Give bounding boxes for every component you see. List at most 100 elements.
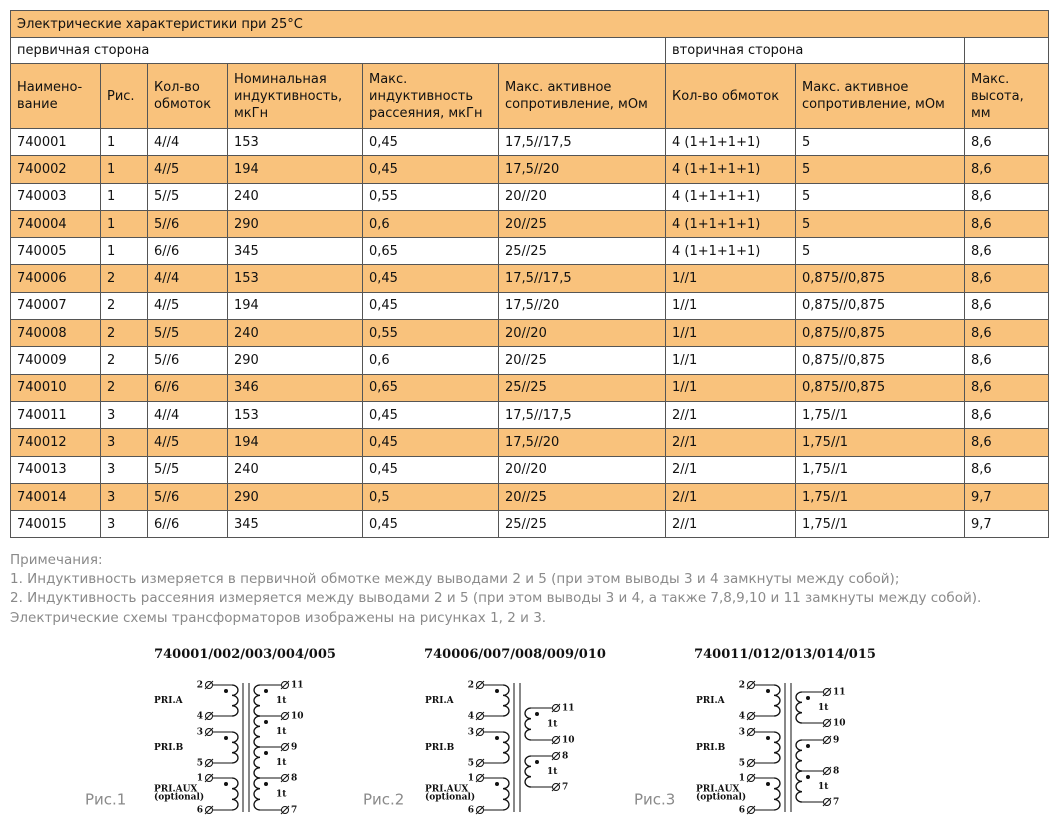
pin-number: 1 <box>739 774 745 784</box>
table-cell: 9,7 <box>964 510 1049 539</box>
table-cell: 345 <box>227 510 363 539</box>
table-cell: 20//25 <box>498 346 666 375</box>
table-cell: 740010 <box>10 373 101 402</box>
table-cell: 5//6 <box>147 482 228 512</box>
pin-slash <box>475 805 485 815</box>
pin-number: 5 <box>739 759 745 769</box>
table-cell: 740006 <box>10 264 101 293</box>
optional-label: (optional) <box>154 792 204 803</box>
header-cell: Макс. активное сопротивление, мОм <box>795 63 965 129</box>
pin-slash <box>204 758 214 768</box>
table-cell: 240 <box>227 182 363 211</box>
table-cell: 1//1 <box>665 319 796 348</box>
dot <box>766 689 770 693</box>
pin <box>281 681 289 689</box>
pin-slash <box>551 782 561 792</box>
pin-number: 8 <box>833 767 839 777</box>
table-cell: 290 <box>227 346 363 375</box>
pin-number: 10 <box>833 719 846 729</box>
pin-slash <box>746 773 756 783</box>
dot <box>766 782 770 786</box>
pin-slash <box>475 711 485 721</box>
table-cell: 8,6 <box>964 428 1049 457</box>
dot <box>495 736 499 740</box>
table-cell: 20//20 <box>498 455 666 484</box>
pin-slash <box>551 735 561 745</box>
pin-number: 11 <box>562 704 575 714</box>
table-cell: 2 <box>100 291 148 321</box>
winding-label: PRI.A <box>696 696 726 706</box>
table-cell: 0,45 <box>362 264 499 293</box>
pin-slash <box>204 711 214 721</box>
table-cell: 153 <box>227 127 363 157</box>
table-cell: 1//1 <box>665 346 796 375</box>
pin-number: 2 <box>468 681 474 691</box>
table-cell: 3 <box>100 455 148 484</box>
dot <box>264 782 268 786</box>
pin <box>476 806 484 814</box>
pin <box>205 728 213 736</box>
spec-table: Электрические характеристики при 25°C пе… <box>10 10 1049 539</box>
table-cell: 2 <box>100 264 148 293</box>
table-cell: 4 (1+1+1+1) <box>665 182 796 211</box>
table-cell: 6//6 <box>147 237 228 266</box>
table-cell: 740002 <box>10 155 101 184</box>
table-row: 740015 3 6//6 345 0,45 25//25 2//1 1,75//1 9,7 <box>10 510 1049 539</box>
table-cell: 5//5 <box>147 319 228 348</box>
table-cell: 17,5//20 <box>498 155 666 184</box>
pin-slash <box>475 773 485 783</box>
turns-label: 1t <box>547 767 558 777</box>
dot <box>806 775 810 779</box>
table-cell: 0,6 <box>362 209 499 239</box>
table-cell: 3 <box>100 400 148 430</box>
winding-label: PRI.B <box>154 743 184 753</box>
table-cell: 8,6 <box>964 182 1049 211</box>
note-line: Примечания: <box>10 552 103 568</box>
dot <box>535 712 539 716</box>
table-cell: 0,875//0,875 <box>795 291 965 321</box>
pin-slash <box>822 718 832 728</box>
pin-number: 9 <box>833 736 839 746</box>
table-cell: 8,6 <box>964 346 1049 375</box>
table-row: 740001 1 4//4 153 0,45 17,5//17,5 4 (1+1+1+1) 5… <box>10 127 1049 157</box>
table-row: 740010 2 6//6 346 0,65 25//25 1//1 0,875//0,875… <box>10 373 1049 402</box>
dot <box>264 720 268 724</box>
pin-slash <box>822 687 832 697</box>
pin-number: 6 <box>739 806 745 816</box>
table-cell: 0,45 <box>362 291 499 321</box>
table-cell: 25//25 <box>498 510 666 539</box>
coil <box>773 731 781 764</box>
pin <box>281 712 289 720</box>
coil <box>795 770 803 803</box>
pin <box>823 719 831 727</box>
table-cell: 5 <box>795 237 965 266</box>
pin <box>205 759 213 767</box>
table-cell: 8,6 <box>964 209 1049 239</box>
table-cell: 8,6 <box>964 455 1049 484</box>
table-cell: 0,45 <box>362 400 499 430</box>
pin-number: 7 <box>562 783 568 793</box>
pin-slash <box>204 773 214 783</box>
pin <box>823 736 831 744</box>
pin-number: 4 <box>739 712 745 722</box>
coil <box>773 684 781 717</box>
pin-number: 6 <box>468 806 474 816</box>
coil <box>773 777 781 811</box>
table-cell: 6//6 <box>147 373 228 402</box>
table-cell: 0,6 <box>362 346 499 375</box>
table-cell: 1//1 <box>665 373 796 402</box>
pin <box>205 712 213 720</box>
pin <box>552 752 560 760</box>
dot <box>806 744 810 748</box>
table-cell: 153 <box>227 264 363 293</box>
table-cell: 6//6 <box>147 510 228 539</box>
table-cell: 9,7 <box>964 482 1049 512</box>
table-cell: 1,75//1 <box>795 428 965 457</box>
table-cell: 740011 <box>10 400 101 430</box>
table-cell: 20//25 <box>498 209 666 239</box>
table-cell: 17,5//17,5 <box>498 264 666 293</box>
table-row: 740013 3 5//5 240 0,45 20//20 2//1 1,75//1 8,6 <box>10 455 1049 484</box>
table-cell: 0,45 <box>362 127 499 157</box>
pin-number: 3 <box>197 728 203 738</box>
